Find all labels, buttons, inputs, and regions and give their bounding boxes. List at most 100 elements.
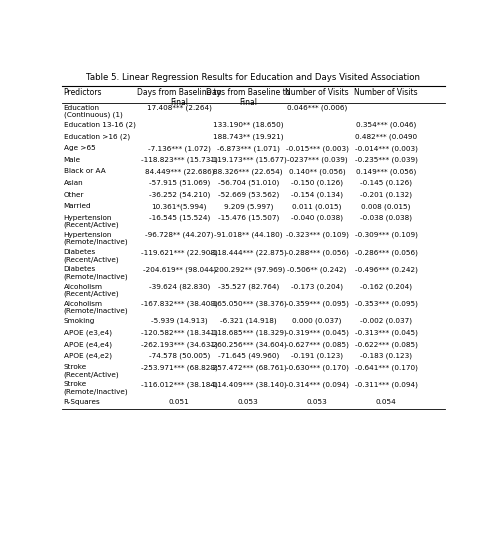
Text: -167.832*** (38.409): -167.832*** (38.409) [141, 301, 218, 307]
Text: 84.449*** (22.686): 84.449*** (22.686) [145, 169, 214, 175]
Text: -118.444*** (22.875): -118.444*** (22.875) [210, 249, 287, 256]
Text: 133.190** (18.650): 133.190** (18.650) [213, 122, 284, 128]
Text: -0.201 (0.132): -0.201 (0.132) [360, 191, 412, 198]
Text: 0.053: 0.053 [238, 398, 258, 405]
Text: -0.162 (0.204): -0.162 (0.204) [360, 283, 412, 290]
Text: -0.286*** (0.056): -0.286*** (0.056) [355, 249, 417, 256]
Text: 88.326*** (22.654): 88.326*** (22.654) [213, 169, 283, 175]
Text: Table 5. Linear Regression Results for Education and Days Visited Association: Table 5. Linear Regression Results for E… [86, 74, 420, 83]
Text: Alcoholism
(Remote/Inactive): Alcoholism (Remote/Inactive) [64, 301, 128, 314]
Text: -0.353*** (0.095): -0.353*** (0.095) [355, 301, 417, 307]
Text: -0.154 (0.134): -0.154 (0.134) [291, 191, 343, 198]
Text: -118.685*** (18.329): -118.685*** (18.329) [210, 329, 287, 336]
Text: -120.582*** (18.341): -120.582*** (18.341) [141, 329, 218, 336]
Text: R-Squares: R-Squares [64, 398, 100, 405]
Text: Education
(Continuous) (1): Education (Continuous) (1) [64, 105, 123, 118]
Text: -7.136*** (1.072): -7.136*** (1.072) [148, 145, 211, 152]
Text: Days from Baseline to
Final: Days from Baseline to Final [206, 88, 290, 107]
Text: -253.971*** (68.829): -253.971*** (68.829) [141, 364, 218, 371]
Text: Age >65: Age >65 [64, 145, 95, 151]
Text: 0.054: 0.054 [375, 398, 396, 405]
Text: 0.149*** (0.056): 0.149*** (0.056) [356, 169, 416, 175]
Text: -16.545 (15.524): -16.545 (15.524) [149, 215, 210, 222]
Text: 17.408*** (2.264): 17.408*** (2.264) [147, 105, 212, 111]
Text: -0.150 (0.126): -0.150 (0.126) [291, 180, 343, 186]
Text: -262.193*** (34.631): -262.193*** (34.631) [141, 341, 218, 348]
Text: -0.002 (0.037): -0.002 (0.037) [360, 318, 412, 324]
Text: -0.311*** (0.094): -0.311*** (0.094) [355, 382, 417, 388]
Text: 0.482*** (0.0490: 0.482*** (0.0490 [355, 133, 417, 140]
Text: Black or AA: Black or AA [64, 169, 105, 174]
Text: -0.288*** (0.056): -0.288*** (0.056) [286, 249, 349, 256]
Text: -0.314*** (0.094): -0.314*** (0.094) [286, 382, 349, 388]
Text: -0.235*** (0.039): -0.235*** (0.039) [355, 157, 417, 163]
Text: -204.619** (98.044): -204.619** (98.044) [143, 266, 216, 273]
Text: -0.145 (0.126): -0.145 (0.126) [360, 180, 412, 186]
Text: -5.939 (14.913): -5.939 (14.913) [151, 318, 207, 324]
Text: Asian: Asian [64, 180, 83, 186]
Text: -71.645 (49.960): -71.645 (49.960) [217, 353, 279, 359]
Text: -0.359*** (0.095): -0.359*** (0.095) [286, 301, 349, 307]
Text: Days from Baseline to
Final: Days from Baseline to Final [137, 88, 221, 107]
Text: -114.409*** (38.140): -114.409*** (38.140) [210, 382, 287, 388]
Text: Smoking: Smoking [64, 318, 95, 324]
Text: 0.000 (0.037): 0.000 (0.037) [292, 318, 342, 324]
Text: -96.728** (44.207): -96.728** (44.207) [145, 232, 213, 238]
Text: -35.527 (82.764): -35.527 (82.764) [217, 283, 279, 290]
Text: -165.050*** (38.376): -165.050*** (38.376) [210, 301, 287, 307]
Text: -6.321 (14.918): -6.321 (14.918) [220, 318, 277, 324]
Text: -0.313*** (0.045): -0.313*** (0.045) [355, 329, 417, 336]
Text: 0.011 (0.015): 0.011 (0.015) [292, 203, 342, 210]
Text: -116.012*** (38.184): -116.012*** (38.184) [141, 382, 218, 388]
Text: -0.183 (0.123): -0.183 (0.123) [360, 353, 412, 359]
Text: -257.472*** (68.761): -257.472*** (68.761) [210, 364, 287, 371]
Text: -0.622*** (0.085): -0.622*** (0.085) [355, 341, 417, 348]
Text: APOE (e3,e4): APOE (e3,e4) [64, 329, 112, 336]
Text: APOE (e4,e2): APOE (e4,e2) [64, 353, 112, 359]
Text: -0.038 (0.038): -0.038 (0.038) [360, 215, 412, 222]
Text: Other: Other [64, 191, 84, 198]
Text: -200.292** (97.969): -200.292** (97.969) [211, 266, 285, 273]
Text: 0.354*** (0.046): 0.354*** (0.046) [356, 122, 416, 128]
Text: Number of Visits: Number of Visits [354, 88, 418, 97]
Text: -0.496*** (0.242): -0.496*** (0.242) [355, 266, 417, 273]
Text: Male: Male [64, 157, 81, 163]
Text: 188.743** (19.921): 188.743** (19.921) [213, 133, 284, 140]
Text: 0.053: 0.053 [307, 398, 328, 405]
Text: -91.018** (44.180): -91.018** (44.180) [214, 232, 283, 238]
Text: APOE (e4,e4): APOE (e4,e4) [64, 341, 112, 348]
Text: -260.256*** (34.604): -260.256*** (34.604) [210, 341, 287, 348]
Text: Education 13-16 (2): Education 13-16 (2) [64, 122, 135, 128]
Text: 0.008 (0.015): 0.008 (0.015) [361, 203, 411, 210]
Text: 0.046*** (0.006): 0.046*** (0.006) [287, 105, 347, 111]
Text: Predictors: Predictors [64, 88, 102, 97]
Text: -0.323*** (0.109): -0.323*** (0.109) [286, 232, 349, 238]
Text: -0.040 (0.038): -0.040 (0.038) [291, 215, 343, 222]
Text: -0.014*** (0.003): -0.014*** (0.003) [355, 145, 417, 152]
Text: Number of Visits: Number of Visits [286, 88, 349, 97]
Text: Hypertension
(Remote/Inactive): Hypertension (Remote/Inactive) [64, 232, 128, 246]
Text: -6.873*** (1.071): -6.873*** (1.071) [217, 145, 280, 152]
Text: -0.309*** (0.109): -0.309*** (0.109) [355, 232, 417, 238]
Text: -0237*** (0.039): -0237*** (0.039) [287, 157, 347, 163]
Text: 10.361*(5.994): 10.361*(5.994) [152, 203, 207, 210]
Text: -0.506** (0.242): -0.506** (0.242) [288, 266, 347, 273]
Text: Diabetes
(Remote/Inactive): Diabetes (Remote/Inactive) [64, 266, 128, 280]
Text: -0.191 (0.123): -0.191 (0.123) [291, 353, 343, 359]
Text: -0.641*** (0.170): -0.641*** (0.170) [355, 364, 417, 371]
Text: Married: Married [64, 203, 91, 209]
Text: -0.319*** (0.045): -0.319*** (0.045) [286, 329, 349, 336]
Text: Alcoholism
(Recent/Active): Alcoholism (Recent/Active) [64, 283, 119, 297]
Text: -119.621*** (22.908): -119.621*** (22.908) [141, 249, 218, 256]
Text: Education >16 (2): Education >16 (2) [64, 133, 130, 140]
Text: 9.209 (5.997): 9.209 (5.997) [223, 203, 273, 210]
Text: -15.476 (15.507): -15.476 (15.507) [217, 215, 279, 222]
Text: -0.630*** (0.170): -0.630*** (0.170) [286, 364, 349, 371]
Text: 0.140** (0.056): 0.140** (0.056) [289, 169, 345, 175]
Text: -52.669 (53.562): -52.669 (53.562) [217, 191, 279, 198]
Text: -0.627*** (0.085): -0.627*** (0.085) [286, 341, 349, 348]
Text: -118.823*** (15.731): -118.823*** (15.731) [141, 157, 218, 163]
Text: Stroke
(Recent/Active): Stroke (Recent/Active) [64, 364, 119, 378]
Text: Stroke
(Remote/Inactive): Stroke (Remote/Inactive) [64, 382, 128, 395]
Text: -74.578 (50.005): -74.578 (50.005) [149, 353, 210, 359]
